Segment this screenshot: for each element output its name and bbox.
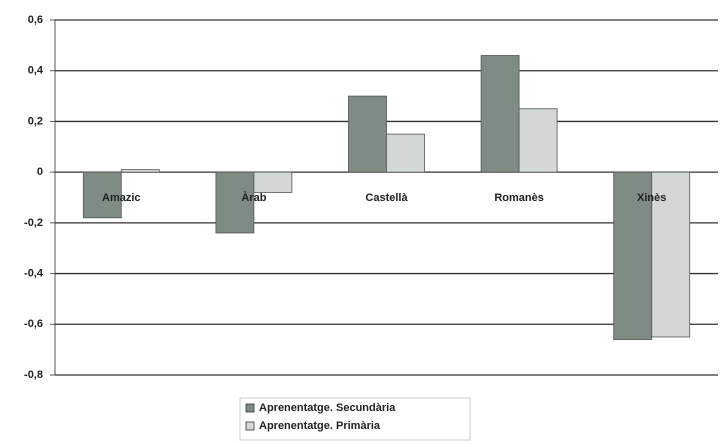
y-tick-label: -0,8 [24, 369, 43, 381]
y-tick-label: 0,4 [28, 65, 44, 77]
y-tick-label: -0,6 [24, 318, 43, 330]
bar [82, 171, 122, 219]
y-tick-label: 0,2 [28, 115, 43, 127]
y-tick-label: -0,2 [24, 217, 43, 229]
legend-label: Aprenentatge. Secundària [259, 402, 396, 414]
bar [348, 95, 387, 173]
bar [480, 55, 520, 173]
legend-label: Aprenentatge. Primària [259, 420, 381, 432]
legend-swatch [245, 403, 255, 413]
x-tick-label: Xinès [637, 192, 666, 204]
y-tick-label: 0 [37, 166, 43, 178]
x-tick-label: Romanès [494, 192, 544, 204]
y-tick-label: 0,6 [28, 14, 43, 26]
bar [518, 108, 558, 173]
x-tick-label: Àrab [241, 191, 266, 204]
legend-box [239, 397, 471, 441]
bar [613, 171, 653, 340]
bar [253, 171, 293, 193]
x-tick-label: Amazic [102, 192, 141, 204]
bar [215, 171, 255, 234]
y-tick-label: -0,4 [24, 267, 44, 279]
bar [120, 169, 160, 173]
bar [651, 171, 691, 338]
legend-swatch [245, 421, 255, 431]
x-tick-label: Castellà [365, 192, 408, 204]
bar [386, 133, 425, 173]
